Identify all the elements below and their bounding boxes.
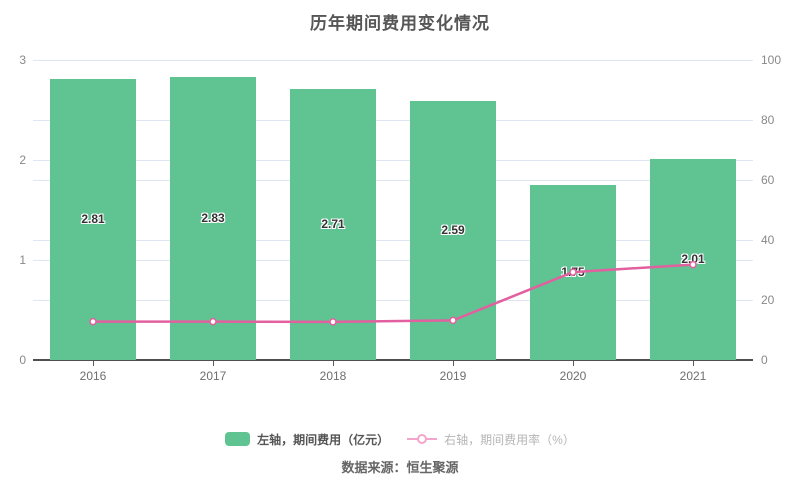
gridline xyxy=(33,60,753,61)
right-axis-tick-label: 60 xyxy=(761,173,775,187)
bar-value-label-2017: 2.83 xyxy=(201,210,225,225)
gridline xyxy=(33,240,753,241)
left-axis: 0 1 2 3 xyxy=(0,53,26,367)
right-axis-tick-label: 100 xyxy=(761,53,782,67)
gridline xyxy=(33,120,753,121)
x-axis-tick xyxy=(93,361,94,366)
x-axis-labels: 2016 2017 2018 2019 2020 2021 xyxy=(33,369,753,385)
left-axis-tick-label: 2 xyxy=(19,153,26,167)
gridline xyxy=(33,180,753,181)
left-axis-tick-label: 1 xyxy=(19,253,26,267)
x-axis-label-2019: 2019 xyxy=(439,369,467,383)
bar-2016[interactable] xyxy=(50,79,136,360)
gridline xyxy=(33,160,753,161)
bar-swatch-icon xyxy=(225,432,251,446)
left-axis-tick-label: 0 xyxy=(19,353,26,367)
line-point-2017[interactable] xyxy=(209,317,217,326)
line-point-2018[interactable] xyxy=(329,318,337,326)
x-axis-tick xyxy=(453,361,454,366)
x-axis-label-2016: 2016 xyxy=(79,369,107,383)
left-axis-tick-label: 3 xyxy=(19,53,26,67)
x-axis-label-2021: 2021 xyxy=(679,369,707,383)
legend-bar-label: 左轴，期间费用（亿元） xyxy=(257,432,390,447)
expense-rate-line xyxy=(93,263,694,324)
right-axis-tick-label: 20 xyxy=(761,293,775,307)
line-layer xyxy=(89,260,697,326)
plot-area: 2.812.832.712.591.752.01 xyxy=(33,60,753,366)
data-source-caption: 数据来源：恒生聚源 xyxy=(341,460,459,475)
legend-item-bar[interactable]: 左轴，期间费用（亿元） xyxy=(225,431,389,448)
line-point-2016[interactable] xyxy=(89,317,97,326)
x-axis-label-2017: 2017 xyxy=(199,369,227,383)
bar-value-label-2021: 2.01 xyxy=(681,251,705,266)
x-axis-tick xyxy=(573,361,574,366)
gridline xyxy=(33,300,753,301)
bar-value-label-2016: 2.81 xyxy=(81,211,105,226)
legend-item-line[interactable]: 右轴，期间费用率（%） xyxy=(407,431,575,448)
x-axis-label-2018: 2018 xyxy=(319,369,347,383)
bar-2021[interactable] xyxy=(650,159,736,360)
line-point-2021[interactable] xyxy=(689,260,697,269)
right-axis-tick-label: 40 xyxy=(761,233,775,247)
x-axis-tick xyxy=(333,361,334,366)
line-marker-icon xyxy=(407,433,438,445)
x-axis-label-2020: 2020 xyxy=(559,369,587,383)
line-point-2019[interactable] xyxy=(449,316,457,325)
right-axis-tick-label: 80 xyxy=(761,113,775,127)
x-axis-line xyxy=(33,359,753,361)
bar-2017[interactable] xyxy=(170,77,256,360)
bar-value-label-2018: 2.71 xyxy=(321,216,345,231)
bar-2018[interactable] xyxy=(290,89,376,360)
chart-title: 历年期间费用变化情况 xyxy=(310,14,490,33)
x-axis-tick xyxy=(213,361,214,366)
legend: 左轴，期间费用（亿元） 右轴，期间费用率（%） xyxy=(0,430,800,448)
gridline xyxy=(33,260,753,261)
bar-value-label-2019: 2.59 xyxy=(441,222,465,237)
legend-line-label: 右轴，期间费用率（%） xyxy=(444,432,575,447)
right-axis-tick-label: 0 xyxy=(761,353,768,367)
line-point-2020[interactable] xyxy=(569,268,577,276)
right-axis: 0 20 40 60 80 100 xyxy=(761,53,797,367)
x-axis-tick xyxy=(693,361,694,366)
